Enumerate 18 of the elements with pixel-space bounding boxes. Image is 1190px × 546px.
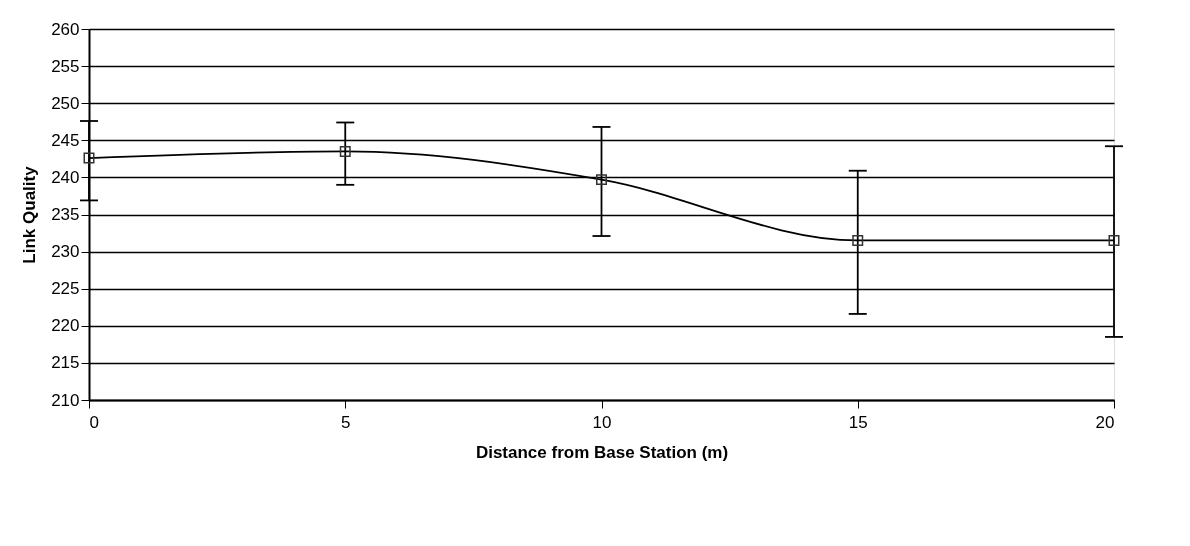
y-axis-title: Link Quality xyxy=(20,165,40,264)
y-tick-label: 245 xyxy=(51,130,80,150)
x-tick-label: 0 xyxy=(89,412,99,432)
x-tick-label: 5 xyxy=(341,412,351,432)
y-tick-label: 215 xyxy=(51,353,80,373)
y-tick-label: 220 xyxy=(51,316,80,336)
y-tick-label: 260 xyxy=(51,19,80,39)
y-tick-label: 210 xyxy=(51,390,80,410)
y-tick-label: 230 xyxy=(51,242,80,262)
x-axis-title: Distance from Base Station (m) xyxy=(475,442,729,462)
x-tick-label: 10 xyxy=(592,412,612,432)
x-tick-label: 20 xyxy=(1095,412,1115,432)
y-tick-label: 255 xyxy=(51,56,80,76)
y-tick-label: 250 xyxy=(51,93,80,113)
y-tick-label: 235 xyxy=(51,205,80,224)
y-tick-label: 240 xyxy=(51,167,80,187)
y-tick-label: 225 xyxy=(51,279,80,299)
x-tick-label: 15 xyxy=(848,412,868,432)
